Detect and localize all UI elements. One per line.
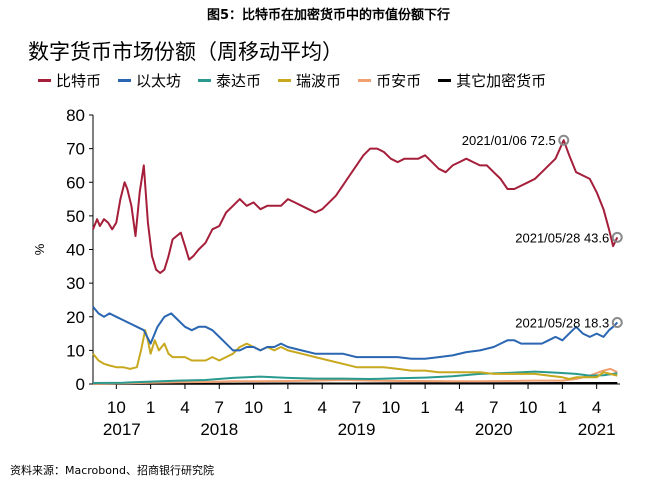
series-line-other [92, 382, 618, 385]
x-year-label: 2019 [338, 420, 376, 439]
y-tick-label: 10 [66, 341, 85, 360]
series-line-eth [92, 306, 619, 360]
annotation-label-1: 2021/01/06 72.5 [462, 133, 556, 148]
x-year-label: 2021 [578, 420, 616, 439]
x-tick-label: 7 [352, 398, 361, 417]
legend-item-btc: 比特币 [38, 70, 101, 91]
annotation-label-3: 2021/05/28 18.3 [515, 315, 609, 330]
series-line-xrp [92, 329, 618, 380]
x-year-label: 2020 [475, 420, 513, 439]
series-line-usdt [92, 370, 618, 384]
x-tick-label: 1 [283, 398, 292, 417]
y-tick-label: 60 [66, 173, 85, 192]
chart-title: 数字货币市场份额（周移动平均） [28, 40, 343, 64]
figure-title: 图5：比特币在加密货币中的市值份额下行 [206, 8, 451, 23]
chart-legend: 比特币 以太坊 泰达币 瑞波币 币安币 其它加密货币 [38, 70, 546, 91]
x-year-label: 2018 [200, 420, 238, 439]
legend-item-bnb: 币安币 [358, 70, 421, 91]
annotation-label-2: 2021/05/28 43.6 [515, 230, 609, 245]
legend-swatch-bnb [358, 79, 372, 82]
series-line-btc [92, 139, 619, 274]
x-tick-label: 10 [107, 398, 126, 417]
x-tick-label: 4 [592, 398, 601, 417]
x-tick-label: 1 [146, 398, 155, 417]
source-note: 资料来源：Macrobond、招商银行研究院 [10, 464, 214, 477]
legend-swatch-other [438, 79, 452, 82]
legend-item-xrp: 瑞波币 [278, 70, 341, 91]
y-tick-label: 30 [66, 274, 85, 293]
annotation-marker-2 [611, 231, 623, 243]
legend-item-other: 其它加密货币 [438, 70, 546, 91]
legend-label-usdt: 泰达币 [216, 72, 262, 90]
legend-label-btc: 比特币 [56, 72, 102, 90]
legend-swatch-btc [38, 79, 51, 82]
legend-swatch-eth [118, 79, 132, 82]
y-tick-label: 80 [66, 106, 85, 125]
y-tick-label: 40 [66, 241, 85, 260]
x-tick-label: 4 [317, 398, 326, 417]
legend-swatch-xrp [278, 79, 292, 82]
legend-swatch-usdt [198, 79, 212, 82]
x-year-label: 2017 [103, 420, 141, 439]
x-tick-label: 10 [244, 398, 263, 417]
x-tick-label: 1 [420, 398, 429, 417]
y-tick-label: 50 [66, 207, 85, 226]
x-tick-label: 10 [519, 398, 538, 417]
legend-label-xrp: 瑞波币 [296, 72, 342, 90]
y-tick-label: 20 [66, 308, 85, 327]
legend-label-other: 其它加密货币 [456, 72, 547, 90]
x-tick-label: 7 [215, 398, 224, 417]
y-tick-label: 70 [66, 140, 85, 159]
legend-label-eth: 以太坊 [136, 72, 182, 90]
legend-label-bnb: 币安币 [376, 72, 422, 90]
legend-item-eth: 以太坊 [118, 70, 181, 91]
x-tick-label: 4 [180, 398, 189, 417]
x-tick-label: 10 [381, 398, 400, 417]
x-tick-label: 1 [558, 398, 567, 417]
legend-item-usdt: 泰达币 [198, 70, 261, 91]
y-axis-label: % [32, 243, 47, 255]
x-tick-label: 4 [455, 398, 464, 417]
y-tick-label: 0 [76, 375, 85, 394]
x-tick-label: 7 [489, 398, 498, 417]
annotation-marker-1 [558, 134, 570, 146]
annotation-marker-3 [611, 316, 623, 328]
